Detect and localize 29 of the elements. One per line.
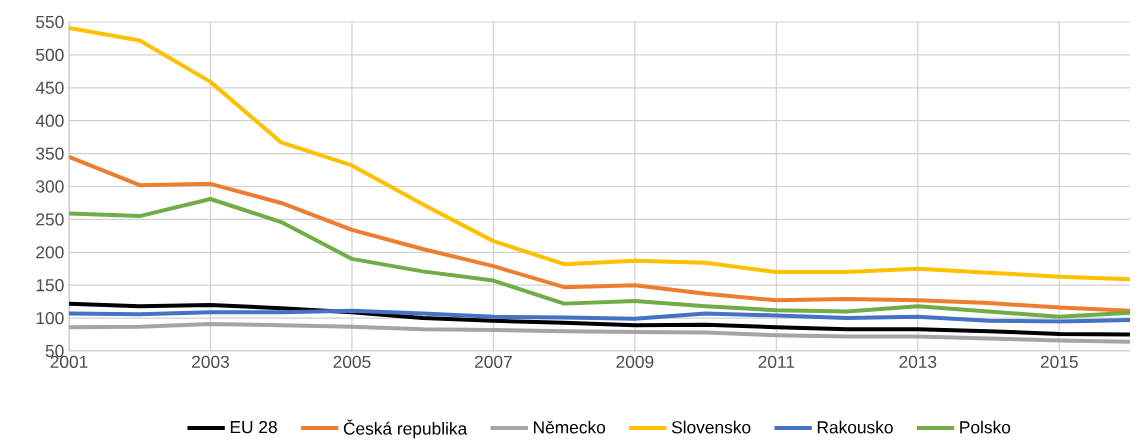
legend-label: Slovensko — [671, 420, 751, 434]
y-tick-label: 100 — [36, 311, 64, 325]
line-series — [69, 154, 1131, 313]
legend-label: Česká republika — [343, 419, 468, 439]
x-tick-label: 2003 — [192, 355, 229, 368]
x-tick-label: 2009 — [616, 355, 654, 368]
line-series — [69, 197, 1131, 319]
x-tick-label: 2007 — [475, 355, 512, 368]
y-tick-label: 350 — [36, 147, 64, 160]
legend-label: Německo — [534, 420, 606, 434]
x-tick-label: 2015 — [1040, 355, 1078, 368]
y-tick-label: 500 — [36, 48, 64, 62]
y-tick-label: 450 — [35, 81, 64, 94]
line-series — [69, 25, 1131, 282]
y-tick-label: 150 — [36, 279, 64, 292]
line-series — [69, 301, 1131, 337]
y-tick-label: 550 — [36, 15, 64, 29]
legend-label: EU 28 — [230, 420, 277, 434]
line-series — [69, 308, 1131, 324]
x-tick-label: 2005 — [333, 355, 371, 368]
legend-label: Rakousko — [817, 420, 893, 434]
y-tick-label: 250 — [36, 213, 64, 226]
y-tick-label: 400 — [35, 114, 64, 127]
legend-label: Polsko — [960, 420, 1011, 434]
x-tick-label: 2013 — [899, 355, 937, 368]
x-tick-label: 2011 — [758, 355, 795, 368]
y-tick-label: 300 — [36, 180, 64, 193]
y-tick-label: 200 — [36, 246, 64, 259]
line-series — [69, 322, 1131, 344]
